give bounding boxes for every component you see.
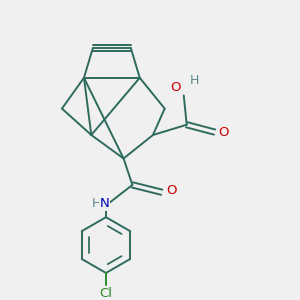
Text: Cl: Cl bbox=[100, 287, 112, 300]
Text: N: N bbox=[100, 197, 110, 211]
Text: O: O bbox=[218, 126, 229, 139]
Text: O: O bbox=[170, 81, 181, 94]
Text: H: H bbox=[189, 74, 199, 87]
Text: H: H bbox=[92, 197, 101, 211]
Text: O: O bbox=[166, 184, 176, 197]
